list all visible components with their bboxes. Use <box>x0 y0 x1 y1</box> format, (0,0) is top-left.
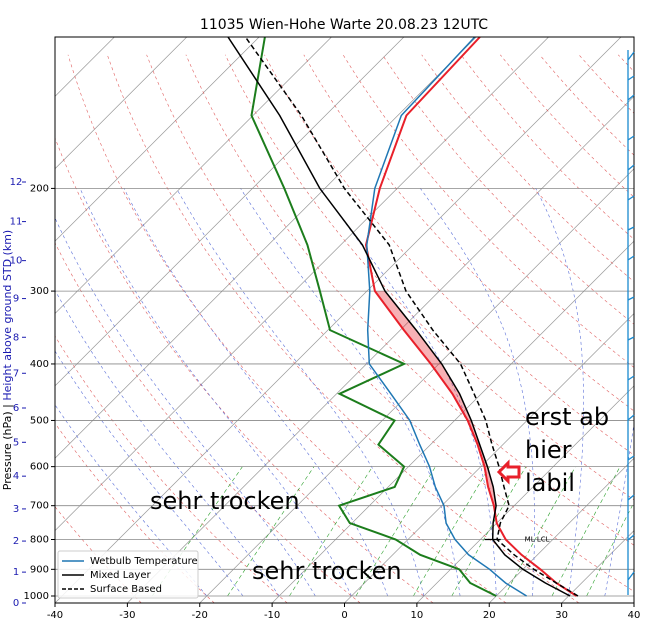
isotherm <box>55 37 621 603</box>
height-tick-label: 2 <box>13 536 19 547</box>
moist-adiabat <box>241 188 461 596</box>
dry-adiabat <box>540 55 664 603</box>
dry-adiabat <box>68 55 506 603</box>
legend-label: Surface Based <box>90 584 162 595</box>
height-tick-label: 5 <box>13 437 19 448</box>
dry-adiabat <box>29 55 433 603</box>
dry-adiabat <box>304 55 664 603</box>
height-tick-label: 11 <box>10 217 23 228</box>
background-lines <box>0 37 664 603</box>
dry-adiabat <box>382 55 664 603</box>
isotherm <box>0 37 114 603</box>
height-tick-label: 0 <box>13 598 19 609</box>
mixing-ratio-line <box>413 467 489 596</box>
height-tick-label: 4 <box>13 471 19 482</box>
x-tick-label: 40 <box>628 610 641 621</box>
y-tick-label: 700 <box>30 501 49 512</box>
y-tick-label: 600 <box>30 462 49 473</box>
dry-adiabat <box>265 55 664 603</box>
isotherm <box>634 37 664 603</box>
x-tick-label: -30 <box>119 610 135 621</box>
isotherm <box>345 37 664 603</box>
annotation: erst ab <box>525 403 609 431</box>
height-tick-label: 7 <box>13 368 19 379</box>
moist-adiabat <box>42 188 315 596</box>
dry-adiabat <box>0 55 141 603</box>
y-tick-label: 400 <box>30 359 49 370</box>
isotherm <box>0 37 404 603</box>
x-tick-label: -40 <box>47 610 63 621</box>
x-tick-label: -20 <box>192 610 208 621</box>
y-tick-label: 900 <box>30 564 49 575</box>
chart-title: 11035 Wien-Hohe Warte 20.08.23 12UTC <box>200 17 488 33</box>
isotherm <box>0 37 332 603</box>
height-tick-label: 9 <box>13 294 19 305</box>
dry-adiabat <box>0 55 214 603</box>
dry-adiabat <box>0 55 360 603</box>
x-tick-label: 30 <box>555 610 568 621</box>
y-tick-label: 200 <box>30 183 49 194</box>
dry-adiabat <box>579 55 664 603</box>
mixing-ratio-line <box>587 467 653 596</box>
moist-adiabat <box>9 188 279 596</box>
isotherm <box>0 37 549 603</box>
wind-barbs <box>628 50 634 595</box>
height-tick-label: 10 <box>10 256 23 267</box>
profile-line <box>367 37 527 596</box>
dry-adiabat <box>658 55 664 603</box>
isotherm <box>200 37 664 603</box>
lcl-label: ML LCL <box>525 535 550 543</box>
moist-adiabat <box>605 188 648 596</box>
dry-adiabat <box>186 55 664 603</box>
y-tick-label: 300 <box>30 286 49 297</box>
x-tick-label: 0 <box>341 610 347 621</box>
height-tick-label: 1 <box>13 567 19 578</box>
cape-area <box>375 291 496 506</box>
height-tick-label: 12 <box>10 177 23 188</box>
legend-label: Mixed Layer <box>90 570 151 581</box>
isotherm <box>562 37 664 603</box>
moist-adiabat <box>641 188 664 596</box>
height-tick-label: 6 <box>13 403 19 414</box>
moist-adiabat <box>420 188 534 596</box>
x-tick-label: -10 <box>264 610 280 621</box>
barb <box>628 50 634 595</box>
legend: Wetbulb Temperature Mixed Layer Surface … <box>58 551 198 598</box>
height-tick-label: 3 <box>13 504 19 515</box>
y-tick-label: 800 <box>30 534 49 545</box>
y-tick-label: 1000 <box>24 591 49 602</box>
plot-frame <box>55 37 634 603</box>
isotherm <box>0 37 187 603</box>
y-axis-label: Pressure (hPa) | Height above ground STD… <box>1 230 14 490</box>
legend-label: Wetbulb Temperature <box>90 556 198 567</box>
x-tick-label: 10 <box>411 610 424 621</box>
dry-adiabat <box>618 55 664 603</box>
dry-adiabat <box>500 55 664 603</box>
isotherm <box>0 37 259 603</box>
y-tick-label: 500 <box>30 415 49 426</box>
annotation: hier <box>525 436 572 464</box>
height-tick-label: 8 <box>13 332 19 343</box>
annotation: labil <box>525 469 575 497</box>
isotherm <box>417 37 664 603</box>
isotherm <box>272 37 664 603</box>
x-tick-label: 20 <box>483 610 496 621</box>
dry-adiabat <box>107 55 579 603</box>
annotation: sehr trocken <box>252 557 402 585</box>
annotation: sehr trocken <box>150 487 300 515</box>
